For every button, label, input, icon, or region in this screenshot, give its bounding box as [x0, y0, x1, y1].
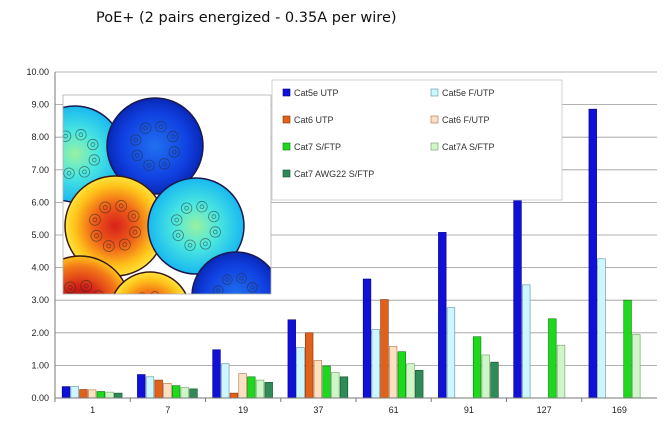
- bar: [70, 386, 79, 399]
- bar: [305, 332, 314, 399]
- y-tick-label: 3.00: [31, 295, 49, 305]
- legend-swatch: [282, 142, 291, 151]
- legend-swatch: [282, 88, 291, 97]
- bar: [415, 369, 424, 399]
- bar: [331, 372, 340, 399]
- x-tick-label: 61: [389, 405, 399, 415]
- bar: [632, 334, 641, 399]
- bar: [137, 374, 146, 399]
- bar: [229, 392, 239, 399]
- legend-label: Cat5e UTP: [294, 88, 339, 98]
- y-tick-label: 5.00: [31, 230, 49, 240]
- bar: [490, 361, 499, 399]
- x-tick-label: 19: [238, 405, 248, 415]
- y-tick-label: 1.00: [31, 360, 49, 370]
- bar: [556, 344, 566, 399]
- bar: [513, 199, 522, 399]
- bar: [472, 336, 482, 399]
- legend-label: Cat5e F/UTP: [442, 88, 495, 98]
- legend-swatch: [282, 115, 291, 124]
- y-tick-label: 6.00: [31, 197, 49, 207]
- legend-box: [271, 79, 563, 201]
- bar: [388, 346, 398, 399]
- bar: [79, 389, 88, 399]
- y-tick-label: 7.00: [31, 165, 49, 175]
- legend-label: Cat7 S/FTP: [294, 142, 341, 152]
- y-tick-label: 2.00: [31, 328, 49, 338]
- bar: [105, 391, 114, 399]
- thermal-cross-section-image: [63, 95, 271, 294]
- bar: [522, 284, 531, 399]
- chart-caption: PoE+ (2 pairs energized - 0.35A per wire…: [96, 10, 397, 26]
- bar: [238, 373, 247, 399]
- axes: [54, 72, 657, 402]
- bar: [438, 232, 447, 399]
- bar: [548, 318, 557, 399]
- bar: [623, 299, 632, 399]
- legend-label: Cat7A S/FTP: [442, 142, 495, 152]
- legend-label: Cat7 AWG22 S/FTP: [294, 169, 374, 179]
- x-tick-label: 1: [90, 405, 95, 415]
- legend-swatch: [430, 142, 439, 151]
- bar: [221, 363, 230, 399]
- bar: [96, 391, 105, 399]
- bar: [371, 329, 380, 399]
- bar: [397, 351, 406, 399]
- legend-swatch: [430, 88, 439, 97]
- y-tick-label: 4.00: [31, 263, 49, 273]
- bar: [481, 354, 490, 399]
- bar: [154, 379, 163, 399]
- bar: [588, 108, 597, 399]
- y-tick-labels: 0.00 1.00 2.00 3.00 4.00 5.00 6.00 7.00 8.00 9.00…: [26, 67, 49, 403]
- bar: [189, 388, 198, 399]
- legend-swatch: [282, 169, 291, 178]
- bar: [362, 278, 372, 399]
- y-tick-label: 0.00: [31, 393, 49, 403]
- bar: [114, 392, 123, 399]
- bar: [145, 376, 155, 399]
- bar: [322, 365, 331, 399]
- bar: [406, 363, 415, 399]
- y-tick-label: 9.00: [31, 100, 49, 110]
- legend-swatch: [430, 115, 439, 124]
- bar: [180, 387, 189, 399]
- bar: [171, 385, 181, 399]
- x-tick-label: 169: [612, 405, 627, 415]
- bar: [287, 319, 296, 399]
- bar: [61, 386, 71, 399]
- bar: [380, 299, 389, 399]
- legend: Cat5e UTP Cat5e F/UTP Cat6 UTP Cat6 F/UTP Ca…: [271, 79, 563, 201]
- bar: [296, 347, 305, 399]
- x-tick-label: 127: [537, 405, 552, 415]
- bar: [247, 376, 256, 399]
- bar: [339, 376, 349, 399]
- x-tick-label: 37: [313, 405, 323, 415]
- bar: [597, 258, 606, 399]
- bar: [87, 389, 97, 399]
- bar: [163, 383, 172, 399]
- bar: [446, 307, 456, 399]
- bar: [212, 349, 221, 399]
- x-tick-label: 91: [464, 405, 474, 415]
- bar: [255, 379, 265, 399]
- legend-label: Cat6 F/UTP: [442, 115, 490, 125]
- x-tick-label: 7: [165, 405, 170, 415]
- y-tick-label: 8.00: [31, 132, 49, 142]
- bar: [264, 382, 273, 399]
- legend-label: Cat6 UTP: [294, 115, 334, 125]
- y-tick-label: 10.00: [26, 67, 49, 77]
- bar: [313, 360, 323, 399]
- x-tick-labels: 1 7 19 37 61 91 127 169: [90, 405, 627, 415]
